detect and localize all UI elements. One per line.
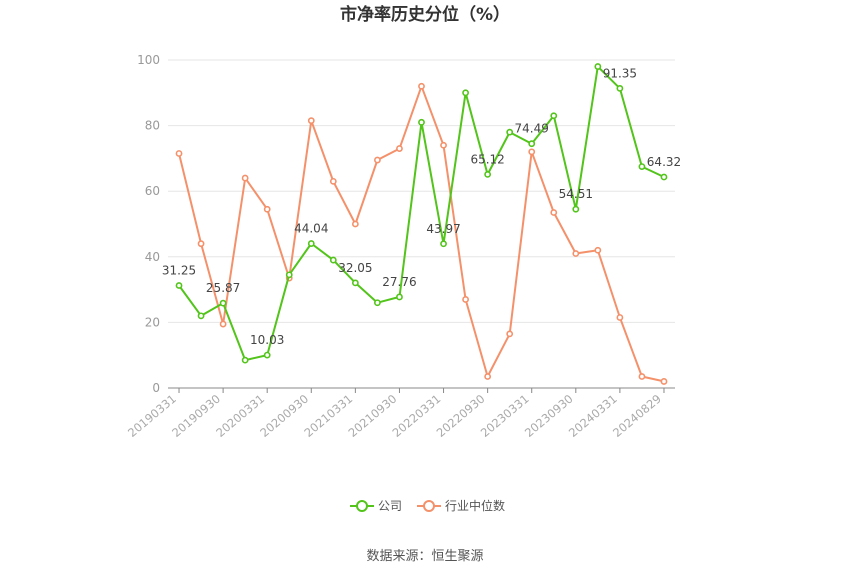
data-point[interactable]: [175, 150, 183, 157]
data-point[interactable]: [329, 256, 337, 264]
data-point[interactable]: [418, 82, 425, 90]
data-point[interactable]: [263, 351, 271, 359]
data-point[interactable]: [572, 250, 580, 257]
data-point[interactable]: [307, 240, 315, 247]
data-point[interactable]: [351, 279, 359, 287]
data-point[interactable]: [572, 205, 580, 213]
y-axis-ticks: 0 20 40 60 80 100: [137, 53, 160, 395]
data-point[interactable]: [594, 246, 602, 254]
data-point[interactable]: [418, 118, 425, 126]
data-point[interactable]: [241, 356, 249, 364]
data-point[interactable]: [660, 173, 668, 181]
data-point[interactable]: [374, 299, 381, 307]
x-tick-label: 20240829: [610, 392, 664, 440]
legend-label: 公司: [378, 499, 402, 513]
data-point[interactable]: [197, 240, 205, 248]
data-point[interactable]: [506, 330, 514, 338]
series-line-company: [178, 65, 665, 362]
data-point[interactable]: [638, 373, 646, 380]
legend-marker: [356, 500, 368, 512]
chart-title: 市净率历史分位（%）: [340, 4, 510, 25]
data-point[interactable]: [616, 314, 624, 321]
y-tick-label: 60: [145, 184, 160, 198]
data-label: 25.87: [206, 281, 240, 295]
data-point[interactable]: [506, 128, 514, 136]
data-label: 32.05: [338, 261, 372, 275]
legend-marker: [423, 500, 435, 512]
data-point[interactable]: [484, 373, 492, 380]
data-point[interactable]: [351, 220, 359, 228]
data-label: 31.25: [162, 264, 196, 278]
grid-lines: [168, 59, 675, 323]
data-label: 27.76: [382, 275, 416, 289]
data-label: 43.97: [426, 222, 460, 236]
data-point[interactable]: [241, 174, 249, 182]
data-point[interactable]: [638, 163, 646, 170]
data-label: 10.03: [250, 333, 284, 347]
data-point[interactable]: [197, 312, 205, 320]
data-point[interactable]: [660, 378, 668, 385]
data-point[interactable]: [440, 240, 447, 248]
data-label: 74.49: [515, 122, 549, 136]
data-label: 65.12: [470, 152, 504, 166]
source-note: 数据来源：恒生聚源: [366, 549, 483, 564]
y-tick-label: 20: [145, 315, 160, 329]
data-point[interactable]: [484, 171, 492, 178]
data-label: 91.35: [603, 66, 637, 80]
x-axis: 2019033120190930202003312020093020210331…: [125, 387, 675, 440]
legend-item-industry-median[interactable]: 行业中位数: [417, 498, 505, 513]
series-group: [175, 63, 668, 385]
data-point[interactable]: [263, 205, 271, 213]
data-label: 64.32: [647, 155, 681, 169]
data-point[interactable]: [396, 293, 403, 301]
data-point[interactable]: [550, 112, 558, 120]
data-point[interactable]: [219, 320, 227, 328]
data-point[interactable]: [307, 117, 315, 125]
data-point[interactable]: [528, 148, 536, 156]
data-point[interactable]: [396, 145, 403, 152]
legend-item-company[interactable]: 公司: [350, 499, 402, 513]
data-point[interactable]: [219, 299, 227, 307]
data-point[interactable]: [285, 271, 293, 279]
data-point[interactable]: [594, 63, 602, 70]
data-point[interactable]: [374, 156, 381, 164]
data-point[interactable]: [329, 177, 337, 185]
y-tick-label: 80: [145, 119, 160, 133]
y-tick-label: 40: [145, 250, 160, 264]
data-label: 44.04: [294, 222, 328, 236]
legend-label: 行业中位数: [445, 498, 505, 513]
data-point[interactable]: [528, 140, 536, 148]
data-label: 54.51: [559, 187, 593, 201]
data-point[interactable]: [440, 141, 447, 149]
data-point[interactable]: [616, 84, 624, 92]
legend[interactable]: 公司 行业中位数: [350, 498, 505, 513]
y-tick-label: 0: [152, 381, 160, 395]
data-point[interactable]: [462, 296, 469, 303]
data-point[interactable]: [462, 89, 469, 97]
data-point[interactable]: [175, 282, 183, 289]
data-point[interactable]: [550, 209, 558, 216]
y-tick-label: 100: [137, 53, 160, 67]
data-labels: 31.25 25.87 10.03 44.04 32.05 27.76 43.97 65.12…: [162, 66, 681, 347]
